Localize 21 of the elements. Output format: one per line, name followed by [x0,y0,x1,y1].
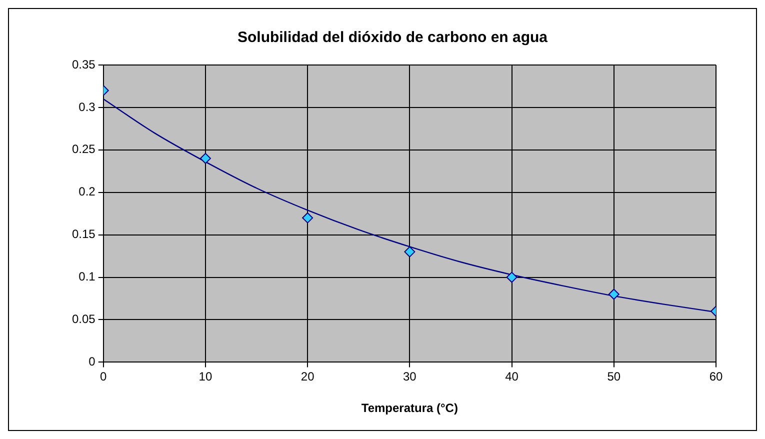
x-tick-label: 30 [403,370,417,384]
x-tick-label: 20 [300,370,315,384]
x-tick-label: 0 [100,370,108,384]
x-tick-label: 10 [198,370,212,384]
y-tick-label: 0.2 [78,184,96,199]
point [200,152,211,164]
x-tick-label: 40 [505,370,519,384]
y-tick-label: 0 [88,354,96,369]
chart-title: Solubilidad del dióxido de carbono en agua [237,29,548,46]
point [404,246,416,258]
y-tick-label: 0.35 [72,57,96,72]
point [302,212,314,224]
x-tick-label: 60 [709,370,723,384]
y-tick-label: 0.05 [72,312,96,326]
y-tick-label: 0.15 [72,227,96,242]
y-tick-label: 0.1 [78,270,96,284]
point [506,272,518,283]
y-tick-label: 0.3 [78,100,96,114]
x-tick-label: 50 [607,370,621,384]
point [608,288,620,300]
y-tick-label: 0.25 [72,142,96,156]
